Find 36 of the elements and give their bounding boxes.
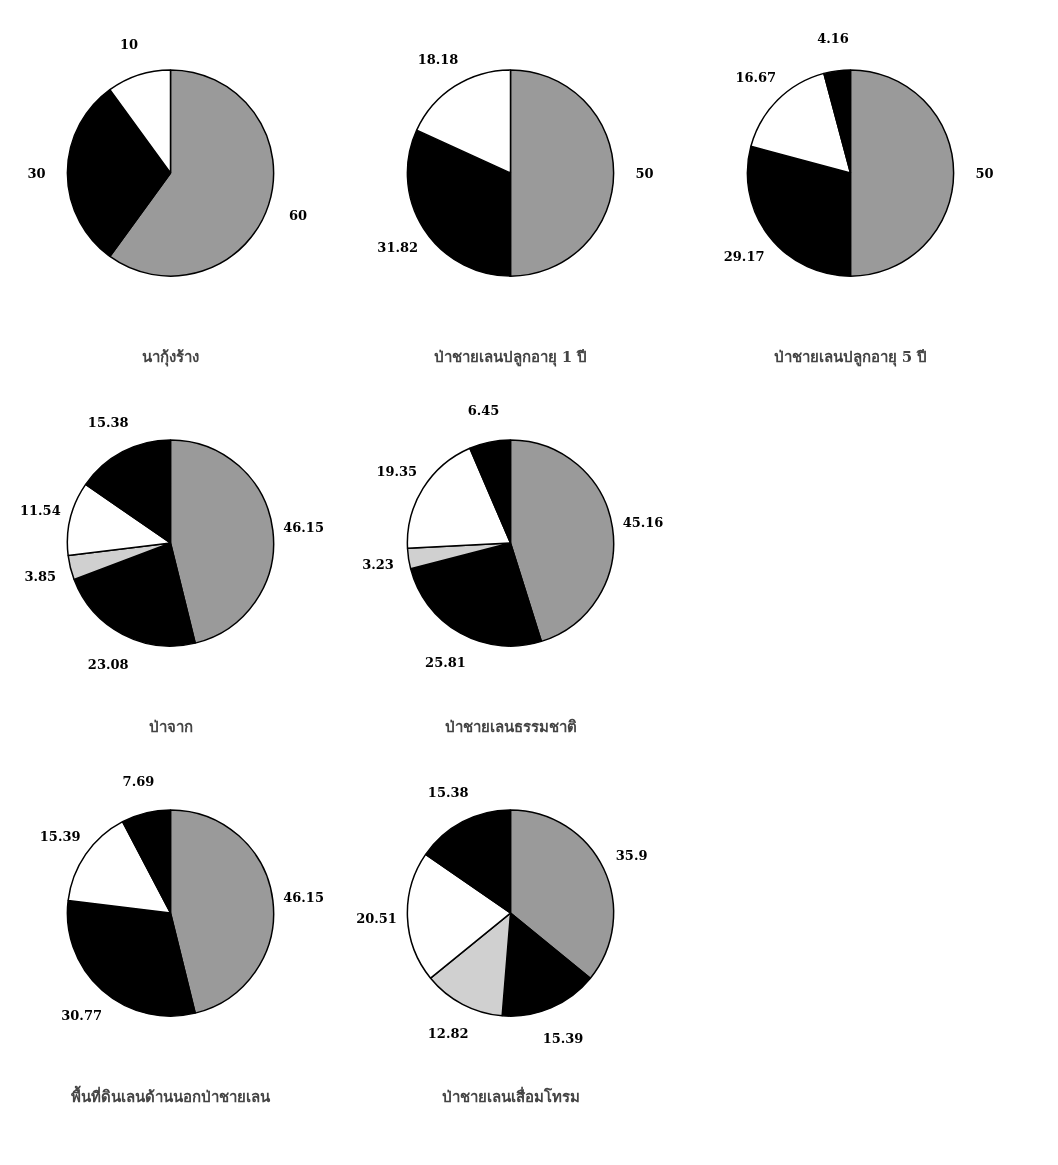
data-label: 46.15 [283,889,324,905]
data-label: 6.45 [467,402,500,418]
data-label: 20.51 [356,911,397,927]
data-label: 16.67 [735,69,777,85]
data-label: 12.82 [427,1026,469,1042]
data-label: 25.81 [425,654,466,670]
text: ป่าจาก [148,717,193,736]
data-label: 50 [635,166,654,181]
data-label: 4.16 [817,31,849,47]
data-label: 10 [120,36,139,52]
text: ป่าชายเลนเสื่อมโทรม [441,1085,580,1106]
data-label: 46.15 [283,519,324,535]
data-label: 11.54 [19,503,61,519]
data-label: 30 [27,166,46,181]
data-label: 50 [975,166,994,181]
text: ป่าชายเลนปลูกอายุ 1 ปี [433,347,588,367]
data-label: 31.82 [377,239,419,255]
text: นากุ้งร้าง [142,347,199,367]
data-label: 19.35 [376,463,418,479]
data-label: 35.9 [615,847,648,863]
data-label: 45.16 [622,515,664,531]
data-label: 3.23 [362,556,394,572]
data-label: 15.39 [39,828,81,844]
data-label: 15.38 [427,785,469,801]
text: ป่าชายเลนปลูกอายุ 5 ปี [773,347,928,367]
data-label: 30.77 [61,1007,102,1023]
data-label: 15.39 [542,1031,584,1047]
text: พื้นที่ดินเลนด้านนอกป่าชายเลน [71,1084,271,1106]
text: ป่าชายเลนธรรมชาติ [444,717,577,736]
data-label: 23.08 [87,656,129,672]
data-label: 7.69 [122,773,155,789]
data-label: 15.38 [87,415,129,431]
data-label: 18.18 [417,51,459,67]
data-label: 60 [288,208,308,224]
data-label: 29.17 [723,248,765,264]
data-label: 3.85 [24,568,57,584]
